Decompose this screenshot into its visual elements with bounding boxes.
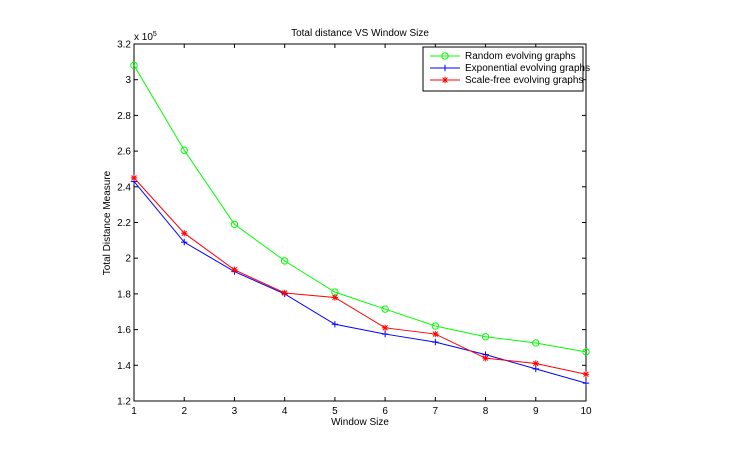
x-axis-ticks: 1 2 3 4 5 6 7 8 9 10 [131,44,592,417]
y-tick-label: 2 [125,254,131,265]
y-exponent-label: x 105 [134,31,157,43]
legend-marker [441,52,449,60]
y-tick-label: 1.2 [117,397,131,408]
data-point-scalefree [582,371,590,378]
x-tick-label: 2 [181,406,187,417]
x-tick-label: 1 [131,406,137,417]
data-point-scalefree [482,354,489,362]
data-point-exponential [181,238,188,246]
data-point-random [431,322,440,330]
legend-label-scalefree: Scale-free evolving graphs [465,75,583,86]
chart-title: Total distance VS Window Size [291,28,429,39]
y-exponent-base: x 10 [134,32,153,43]
data-point-exponential [532,365,539,373]
series-line-exponential [133,181,587,384]
data-point-scalefree [231,266,238,274]
data-point-random [130,61,138,70]
data-point-scalefree [130,174,138,182]
data-point-random [280,257,289,265]
data-point-scalefree [281,289,288,297]
legend-marker [441,76,449,84]
series-line-random [133,65,587,353]
y-tick-label: 1.8 [117,289,131,300]
data-point-random [481,333,490,341]
x-tick-label: 3 [232,406,238,417]
legend-swatch-exponential [430,64,460,72]
legend-label-exponential: Exponential evolving graphs [465,63,590,74]
data-point-exponential [331,321,339,328]
data-point-scalefree [432,330,439,338]
y-tick-label: 3 [125,75,131,86]
legend-swatch-random [430,52,460,60]
x-axis-title: Window Size [331,417,389,428]
legend-entry-random: Random evolving graphs [430,51,576,62]
legend-entry-exponential: Exponential evolving graphs [430,63,590,74]
data-point-random [230,220,239,228]
x-tick-label: 7 [433,406,439,417]
x-tick-label: 6 [382,406,388,417]
legend-label-random: Random evolving graphs [465,51,576,62]
plot-area [133,43,587,402]
data-point-exponential [582,379,590,387]
data-point-scalefree [331,294,339,301]
legend-marker [441,64,449,72]
y-tick-label: 1.6 [117,325,131,336]
legend-swatch-scalefree [430,76,460,84]
y-tick-label: 1.4 [117,361,131,372]
data-point-random [532,339,540,347]
x-tick-label: 8 [483,406,489,417]
y-tick-label: 2.6 [117,147,131,158]
series-random [130,61,590,356]
legend: Random evolving graphs Exponential evolv… [422,46,590,92]
data-point-random [180,146,188,154]
series-line-scalefree [133,177,587,375]
x-tick-label: 10 [580,406,592,417]
series-exponential [130,178,590,387]
data-point-random [582,348,590,356]
data-point-exponential [381,330,389,338]
x-tick-label: 4 [282,406,288,417]
y-exponent-power: 5 [153,31,157,38]
y-tick-label: 2.2 [117,218,131,229]
series-layer [130,61,590,387]
series-scalefree [130,174,590,378]
legend-box [422,46,584,92]
data-point-scalefree [532,360,539,367]
y-tick-label: 3.2 [117,40,131,51]
data-point-random [381,305,389,313]
y-axis-title: Total Distance Measure [102,170,113,275]
y-tick-label: 2.8 [117,111,131,122]
y-tick-label: 2.4 [117,182,131,193]
x-tick-label: 5 [332,406,338,417]
y-axis-ticks: 1.2 1.4 1.6 1.8 2 2.2 2.4 2.6 2.8 3 3.2 [117,40,586,408]
data-point-scalefree [381,324,389,332]
data-point-scalefree [181,230,188,237]
x-tick-label: 9 [533,406,539,417]
data-point-exponential [432,338,439,346]
legend-entry-scalefree: Scale-free evolving graphs [430,75,583,86]
